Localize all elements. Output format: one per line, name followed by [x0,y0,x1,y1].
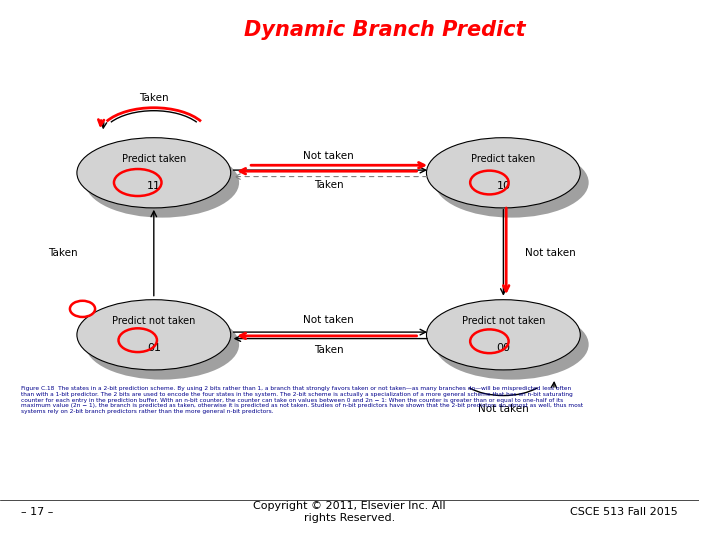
Text: Copyright © 2011, Elsevier Inc. All
rights Reserved.: Copyright © 2011, Elsevier Inc. All righ… [253,501,446,523]
Text: 00: 00 [496,343,510,353]
Text: Predict not taken: Predict not taken [462,316,545,326]
Text: CSCE 513 Fall 2015: CSCE 513 Fall 2015 [570,507,678,517]
Ellipse shape [435,147,589,218]
Text: 11: 11 [147,181,161,191]
Ellipse shape [77,300,230,370]
Text: Taken: Taken [139,93,168,103]
Ellipse shape [426,300,580,370]
Text: Not taken: Not taken [525,248,575,258]
Text: Taken: Taken [314,180,343,190]
Text: Predict taken: Predict taken [472,154,536,164]
Text: Dynamic Branch Predict: Dynamic Branch Predict [243,19,526,40]
Ellipse shape [85,147,239,218]
Text: Not taken: Not taken [303,151,354,160]
Ellipse shape [435,309,589,380]
Text: 01: 01 [147,343,161,353]
Ellipse shape [77,138,230,208]
Text: Figure C.18  The states in a 2-bit prediction scheme. By using 2 bits rather tha: Figure C.18 The states in a 2-bit predic… [21,386,583,414]
Text: Not taken: Not taken [478,404,528,414]
Ellipse shape [426,138,580,208]
Text: Predict not taken: Predict not taken [112,316,196,326]
Text: Taken: Taken [314,345,343,355]
Text: Taken: Taken [48,248,78,258]
Ellipse shape [85,309,239,380]
Text: – 17 –: – 17 – [21,507,53,517]
Text: 10: 10 [496,181,510,191]
Text: Predict taken: Predict taken [122,154,186,164]
Text: Not taken: Not taken [303,315,354,325]
